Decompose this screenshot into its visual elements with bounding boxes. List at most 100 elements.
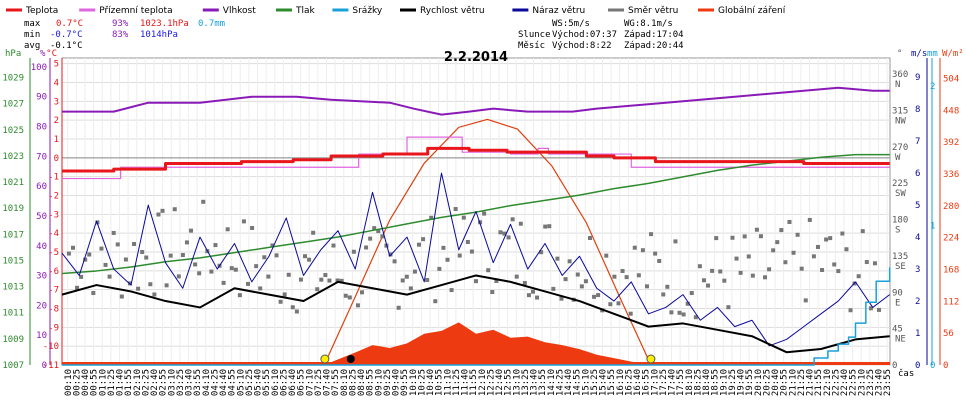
hpa-tick-label: 1013 — [2, 283, 24, 293]
x-tick-label: 08:25 — [348, 369, 358, 396]
x-tick-label: 09:25 — [383, 369, 393, 396]
x-tick-label: 18:10 — [685, 369, 695, 396]
x-tick-label: 15:25 — [590, 369, 600, 396]
stat-max-label: max — [24, 19, 41, 29]
wind-direction-point — [860, 229, 865, 234]
wm-tick-label: 336 — [943, 170, 959, 180]
x-tick-label: 05:25 — [245, 369, 255, 396]
wind-direction-point — [734, 256, 739, 261]
wind-direction-point — [543, 224, 548, 229]
wind-direction-point — [722, 278, 727, 283]
pct-tick-label: 100 — [31, 63, 47, 73]
wind-direction-point — [738, 270, 743, 275]
x-tick-label: 15:55 — [607, 369, 617, 396]
axis-title-ms: m/s — [911, 49, 927, 59]
wind-direction-point — [307, 257, 312, 262]
x-tick-label: 12:40 — [495, 369, 505, 396]
wind-direction-point — [327, 278, 332, 283]
pct-tick-label: 30 — [36, 272, 47, 282]
hpa-tick-label: 1027 — [2, 100, 24, 110]
x-tick-label: 09:55 — [400, 369, 410, 396]
wind-direction-point — [469, 249, 474, 254]
x-tick-label: 06:25 — [279, 369, 289, 396]
x-tick-label: 18:25 — [693, 369, 703, 396]
wind-direction-point — [510, 217, 515, 222]
wind-direction-point — [164, 283, 169, 288]
wm-tick-label: 224 — [943, 234, 959, 244]
moon-label: Měsíc — [518, 41, 545, 51]
ms-tick-label: 1 — [915, 329, 920, 339]
wind-direction-point — [669, 310, 674, 315]
x-tick-label: 00:25 — [72, 369, 82, 396]
wind-direction-point — [184, 240, 189, 245]
wind-direction-point — [400, 278, 405, 283]
series-line-přízemní-teplota — [62, 136, 890, 180]
x-tick-label: 04:25 — [210, 369, 220, 396]
x-tick-label: 15:40 — [599, 369, 609, 396]
series-line-srážky — [62, 267, 891, 366]
wind-direction-point — [848, 308, 853, 313]
wind-direction-point — [502, 231, 507, 236]
x-tick-label: 11:40 — [461, 369, 471, 396]
x-tick-label: 02:40 — [150, 369, 160, 396]
wind-direction-point — [486, 268, 491, 273]
sun-label: Slunce — [518, 30, 551, 40]
wm-tick-label: 392 — [943, 138, 959, 148]
x-tick-label: 13:40 — [530, 369, 540, 396]
x-tick-label: 06:10 — [271, 369, 281, 396]
wind-direction-point — [693, 315, 698, 320]
x-tick-label: 07:25 — [314, 369, 324, 396]
pct-tick-label: 20 — [36, 301, 47, 311]
wind-direction-point — [710, 268, 715, 273]
x-tick-label: 21:55 — [814, 369, 824, 396]
x-tick-label: 03:40 — [185, 369, 195, 396]
pct-tick-label: 80 — [36, 123, 47, 133]
wind-direction-point — [877, 307, 882, 312]
wind-direction-point — [522, 281, 527, 286]
x-tick-label: 02:10 — [133, 369, 143, 396]
wind-direction-point — [453, 207, 458, 212]
wind-direction-point — [70, 245, 75, 250]
wm-tick-label: 280 — [943, 202, 959, 212]
c-tick-label: 3 — [54, 97, 59, 107]
wind-direction-point — [803, 298, 808, 303]
wind-direction-point — [681, 312, 686, 317]
x-tick-label: 04:40 — [219, 369, 229, 396]
c-tick-label: 4 — [54, 78, 59, 88]
x-tick-label: 00:55 — [90, 369, 100, 396]
dir-compass-label: W — [895, 153, 901, 163]
wind-direction-point — [587, 236, 592, 241]
wind-direction-point — [355, 303, 360, 308]
legend-label: Tlak — [295, 6, 316, 16]
hpa-tick-label: 1023 — [2, 152, 24, 162]
x-tick-label: 20:55 — [780, 369, 790, 396]
wind-direction-point — [706, 283, 711, 288]
x-tick-label: 10:25 — [417, 369, 427, 396]
wind-direction-point — [412, 269, 417, 274]
stat-max-hum: 93% — [112, 19, 129, 29]
wind-direction-point — [518, 221, 523, 226]
mm-tick-label: 1 — [930, 221, 935, 231]
wind-direction-point — [331, 243, 336, 248]
wind-direction-point — [498, 230, 503, 235]
hpa-tick-label: 1017 — [2, 230, 24, 240]
wind-direction-point — [828, 236, 833, 241]
x-tick-label: 09:10 — [374, 369, 384, 396]
wind-direction-point — [657, 258, 662, 263]
x-tick-label: 03:10 — [167, 369, 177, 396]
wind-direction-point — [417, 242, 422, 247]
x-tick-label: 13:10 — [512, 369, 522, 396]
pct-tick-label: 10 — [36, 331, 47, 341]
wind-direction-point — [87, 252, 92, 257]
c-tick-label: -8 — [48, 304, 59, 314]
wind-direction-point — [787, 219, 792, 224]
wind-direction-point — [758, 234, 763, 239]
wind-direction-point — [148, 282, 153, 287]
wind-direction-point — [111, 230, 116, 235]
x-tick-label: 23:40 — [875, 369, 885, 396]
x-tick-label: 11:10 — [443, 369, 453, 396]
x-tick-label: 22:55 — [849, 369, 859, 396]
moon-rise: Východ:8:22 — [552, 41, 612, 51]
wind-direction-point — [441, 245, 446, 250]
x-tick-label: 14:40 — [564, 369, 574, 396]
